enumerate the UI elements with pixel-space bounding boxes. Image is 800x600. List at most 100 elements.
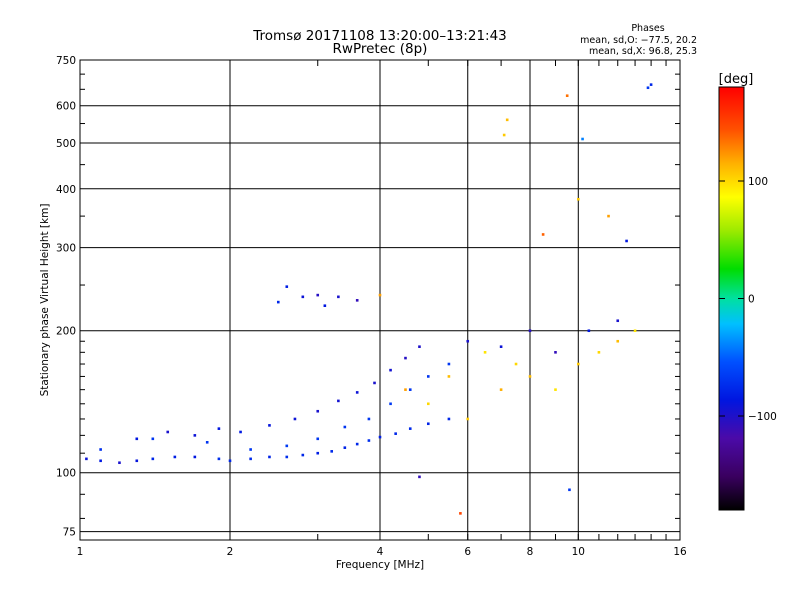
echo-point <box>587 329 591 333</box>
y-tick-label: 500 <box>56 138 76 150</box>
echo-point <box>337 295 340 299</box>
echo-point <box>426 375 430 378</box>
x-axis-label: Frequency [MHz] <box>336 559 424 571</box>
grid-layer <box>80 59 680 540</box>
colorbar-tick-layer: 100 0 −100 <box>719 176 777 423</box>
echo-point <box>499 345 503 348</box>
echo-point <box>285 285 289 288</box>
echo-point <box>616 319 620 323</box>
x-tick-label: 4 <box>377 546 384 558</box>
colorbar-unit: [deg] <box>719 72 754 87</box>
echo-point <box>135 437 139 441</box>
echo-point <box>99 459 102 463</box>
echo-point <box>581 137 584 141</box>
echo-point <box>367 417 371 421</box>
x-tick-label: 8 <box>527 546 534 558</box>
echo-point <box>99 448 102 451</box>
echo-point <box>459 512 462 515</box>
echo-point <box>528 329 532 333</box>
echo-point <box>426 402 430 406</box>
echo-point <box>193 434 197 437</box>
echo-point <box>355 299 359 302</box>
echo-point <box>173 455 177 459</box>
echo-point <box>404 388 407 391</box>
echo-point <box>330 450 334 453</box>
echo-point <box>607 214 610 218</box>
y-tick-label: 100 <box>56 468 76 480</box>
y-axis-label: Stationary phase Virtual Height [km] <box>39 204 51 397</box>
x-tick-label: 2 <box>227 546 234 558</box>
echo-point <box>389 368 392 372</box>
echo-point <box>649 83 653 86</box>
x-tick-label: 16 <box>673 546 687 558</box>
y-tick-layer: 75 100 200 300 400 500 600 750 <box>56 55 680 539</box>
echo-point <box>565 94 569 98</box>
echo-point <box>378 293 382 297</box>
echo-point <box>316 437 320 441</box>
echo-point <box>355 391 359 394</box>
y-tick-label: 600 <box>56 101 76 113</box>
echo-point <box>343 446 347 449</box>
echo-point <box>118 461 121 465</box>
echo-point <box>447 375 451 378</box>
echo-point <box>378 435 382 439</box>
echo-point <box>337 399 340 403</box>
echo-point <box>528 375 532 378</box>
echo-point <box>597 351 601 354</box>
echo-point <box>367 439 371 442</box>
echo-point <box>301 295 305 299</box>
echo-point <box>389 402 392 406</box>
echo-point <box>217 457 221 461</box>
echo-point <box>541 233 545 236</box>
echo-point <box>316 451 320 455</box>
echo-point <box>408 388 412 391</box>
echo-point <box>466 417 470 421</box>
echo-point <box>135 459 139 463</box>
echo-point <box>447 417 451 421</box>
echo-point <box>316 409 320 413</box>
x-tick-label: 10 <box>572 546 585 558</box>
chart-title: Tromsø 20171108 13:20:00–13:21:43 <box>252 28 507 44</box>
echo-point <box>205 441 209 444</box>
echo-point <box>502 133 506 137</box>
echo-point <box>249 457 252 461</box>
phases-o-stats: mean, sd,O: −77.5, 20.2 <box>580 35 697 46</box>
phases-heading: Phases <box>631 23 664 34</box>
echo-point <box>268 424 271 427</box>
x-tick-layer: 1 2 4 6 8 10 16 <box>77 60 687 558</box>
colorbar-tick-label: 100 <box>748 176 768 188</box>
colorbar-tick-label: −100 <box>748 411 777 423</box>
echo-point <box>217 427 221 430</box>
y-tick-label: 400 <box>56 184 76 196</box>
echo-point <box>554 351 557 354</box>
echo-point <box>323 304 327 307</box>
echo-point <box>505 118 509 122</box>
y-tick-label: 750 <box>56 55 76 67</box>
echo-point <box>408 427 412 430</box>
echo-point <box>285 455 289 459</box>
echo-point <box>151 457 155 461</box>
echo-point <box>355 442 359 446</box>
echo-point <box>568 488 571 492</box>
echo-point <box>373 381 376 385</box>
echo-point <box>394 432 397 435</box>
x-tick-label: 1 <box>77 546 84 558</box>
echo-point <box>418 475 421 479</box>
echo-point <box>343 425 347 429</box>
echo-point <box>285 444 289 448</box>
echo-point <box>554 388 557 391</box>
echo-point <box>418 345 421 348</box>
echo-point <box>193 455 197 459</box>
echo-point <box>85 457 88 461</box>
echo-point <box>633 329 637 333</box>
echo-point <box>293 417 297 421</box>
echo-point <box>268 455 271 459</box>
echo-point <box>404 356 407 360</box>
echo-point <box>426 422 430 426</box>
echo-point <box>646 86 650 90</box>
echo-point <box>499 388 503 391</box>
y-tick-label: 200 <box>56 326 76 338</box>
echo-point <box>301 453 305 457</box>
echo-point <box>616 339 620 343</box>
